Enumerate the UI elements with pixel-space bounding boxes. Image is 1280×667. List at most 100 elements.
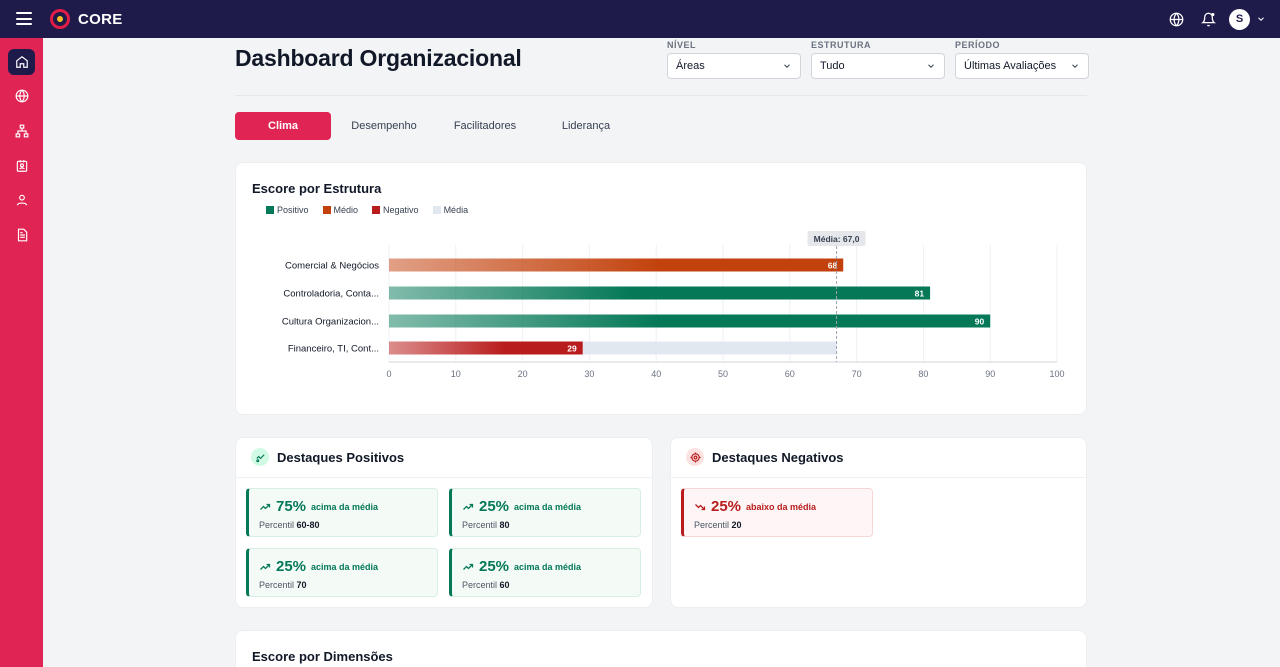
chevron-down-icon bbox=[784, 64, 790, 68]
sidebar-item-home[interactable] bbox=[8, 49, 35, 75]
highlight-item[interactable]: 25% acima da média Percentil 70 bbox=[246, 548, 438, 597]
filter-estrutura: ESTRUTURA Tudo bbox=[811, 40, 945, 79]
highlight-text: acima da média bbox=[514, 501, 582, 512]
select-value: Áreas bbox=[676, 60, 705, 72]
highlight-percent: 25% bbox=[479, 558, 510, 575]
app-logo[interactable]: CORE bbox=[50, 9, 123, 29]
top-bar: CORE S bbox=[0, 0, 1280, 38]
chevron-down-icon bbox=[928, 64, 934, 68]
notification-bell-icon[interactable] bbox=[1197, 8, 1219, 30]
chart-legend: Positivo Médio Negativo Média bbox=[266, 205, 468, 215]
legend-label: Negativo bbox=[383, 205, 419, 215]
legend-swatch bbox=[372, 206, 381, 214]
page-title: Dashboard Organizacional bbox=[235, 45, 522, 71]
filter-periodo: PERÍODO Últimas Avaliações bbox=[955, 40, 1089, 79]
highlight-item[interactable]: 25% acima da média Percentil 60 bbox=[449, 548, 641, 597]
estrutura-select[interactable]: Tudo bbox=[811, 53, 945, 79]
chevron-down-icon bbox=[1072, 64, 1078, 68]
sidebar-item-evaluation[interactable] bbox=[8, 153, 35, 179]
highlight-item[interactable]: 25% abaixo da média Percentil 20 bbox=[681, 488, 873, 537]
bar bbox=[389, 286, 931, 300]
x-tick-label: 50 bbox=[718, 369, 728, 379]
select-value: Tudo bbox=[820, 60, 845, 72]
average-gap-bar bbox=[582, 341, 837, 355]
home-icon bbox=[15, 56, 28, 68]
org-chart-icon bbox=[15, 124, 28, 138]
score-by-dimensions-card: Escore por Dimensões bbox=[235, 630, 1087, 667]
category-label: Comercial & Negócios bbox=[285, 261, 379, 272]
card-title: Escore por Dimensões bbox=[252, 649, 393, 664]
bar bbox=[389, 258, 844, 272]
legend-swatch bbox=[266, 206, 274, 214]
sidebar bbox=[0, 38, 43, 667]
legend-medium[interactable]: Médio bbox=[322, 205, 359, 215]
x-tick-label: 90 bbox=[985, 369, 995, 379]
tab-clima[interactable]: Clima bbox=[235, 112, 331, 140]
globe-icon bbox=[15, 89, 28, 103]
bar bbox=[389, 341, 583, 355]
sidebar-item-globe[interactable] bbox=[8, 83, 35, 109]
x-tick-label: 80 bbox=[918, 369, 928, 379]
sidebar-item-structure[interactable] bbox=[8, 118, 35, 144]
percentile-value: 70 bbox=[296, 580, 307, 590]
legend-average[interactable]: Média bbox=[432, 205, 469, 215]
highlight-percent: 75% bbox=[276, 498, 307, 515]
legend-positive[interactable]: Positivo bbox=[266, 205, 309, 215]
nivel-select[interactable]: Áreas bbox=[667, 53, 801, 79]
sidebar-item-reports[interactable] bbox=[8, 222, 35, 248]
highlight-text: acima da média bbox=[514, 561, 582, 572]
legend-label: Média bbox=[443, 205, 469, 215]
sidebar-item-people[interactable] bbox=[8, 187, 35, 213]
filter-label: PERÍODO bbox=[955, 40, 1001, 50]
trend-up-icon bbox=[260, 563, 271, 570]
highlight-item[interactable]: 25% acima da média Percentil 80 bbox=[449, 488, 641, 537]
percentile-value: 20 bbox=[731, 520, 742, 530]
percentile-label: Percentil bbox=[462, 580, 498, 590]
highlight-text: acima da média bbox=[311, 561, 379, 572]
globe-language-icon[interactable] bbox=[1165, 8, 1187, 30]
app-name: CORE bbox=[78, 10, 123, 28]
x-tick-label: 20 bbox=[518, 369, 528, 379]
periodo-select[interactable]: Últimas Avaliações bbox=[955, 53, 1089, 79]
chevron-down-icon bbox=[1258, 17, 1264, 21]
bar-value-label: 81 bbox=[915, 289, 925, 299]
logo-mark-icon bbox=[50, 9, 70, 29]
bar-value-label: 68 bbox=[828, 261, 838, 271]
select-value: Últimas Avaliações bbox=[964, 60, 1057, 72]
x-tick-label: 40 bbox=[651, 369, 661, 379]
positive-highlights-header: Destaques Positivos bbox=[251, 448, 404, 466]
card-divider bbox=[236, 477, 652, 478]
highlight-item[interactable]: 75% acima da média Percentil 60-80 bbox=[246, 488, 438, 537]
percentile-value: 80 bbox=[499, 520, 510, 530]
highlight-text: abaixo da média bbox=[746, 501, 817, 512]
legend-negative[interactable]: Negativo bbox=[372, 205, 419, 215]
trend-up-icon bbox=[463, 503, 474, 510]
card-title: Destaques Negativos bbox=[712, 449, 844, 465]
bar bbox=[389, 314, 991, 328]
tab-desempenho[interactable]: Desempenho bbox=[351, 120, 417, 132]
highlight-percent: 25% bbox=[479, 498, 510, 515]
x-tick-label: 60 bbox=[785, 369, 795, 379]
card-divider bbox=[671, 477, 1086, 478]
menu-icon[interactable] bbox=[16, 12, 32, 25]
card-title: Escore por Estrutura bbox=[252, 181, 382, 196]
score-bar-chart: 0 10 20 30 40 50 60 70 80 90 100 68 Comercial & Negó… bbox=[282, 231, 1065, 379]
tab-lideranca[interactable]: Liderança bbox=[561, 120, 611, 132]
category-label: Cultura Organizacion... bbox=[282, 317, 379, 328]
highlight-text: acima da média bbox=[311, 501, 379, 512]
badge-icon bbox=[16, 160, 27, 172]
negative-highlights-card bbox=[670, 437, 1087, 608]
negative-highlights-header: Destaques Negativos bbox=[686, 448, 844, 466]
percentile-label: Percentil bbox=[694, 520, 730, 530]
user-menu[interactable]: S bbox=[1229, 8, 1266, 30]
highlight-percent: 25% bbox=[711, 498, 742, 515]
x-tick-label: 70 bbox=[852, 369, 862, 379]
bar-value-label: 29 bbox=[567, 344, 577, 354]
user-icon bbox=[16, 194, 27, 206]
card-title: Destaques Positivos bbox=[277, 449, 405, 465]
header-divider bbox=[235, 95, 1087, 96]
legend-swatch bbox=[322, 206, 331, 214]
tab-facilitadores[interactable]: Facilitadores bbox=[453, 120, 517, 132]
trend-up-icon bbox=[463, 563, 474, 570]
legend-label: Médio bbox=[333, 205, 359, 215]
